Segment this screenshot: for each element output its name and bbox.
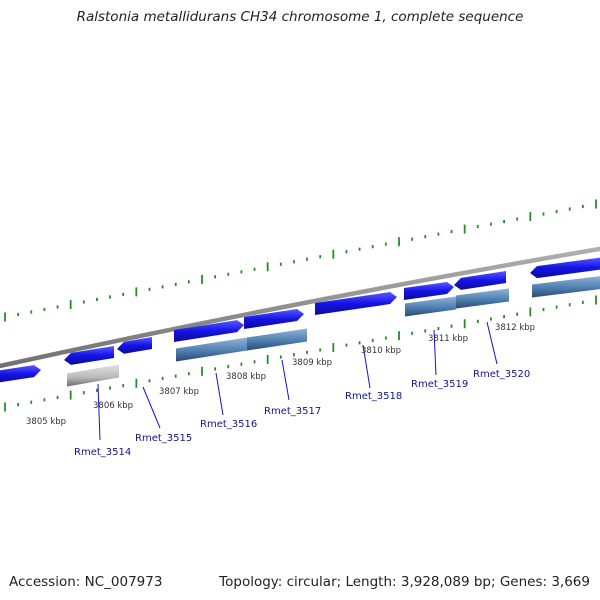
pseudo-bar-rmet-3514[interactable]	[67, 364, 119, 387]
kbp-label: 3805 kbp	[26, 417, 66, 427]
kbp-label: 3808 kbp	[226, 372, 266, 382]
gene-arrow-left[interactable]	[0, 365, 41, 383]
gene-leader-line	[362, 344, 371, 389]
cds-bar-rmet-3519[interactable]	[405, 296, 456, 317]
gene-leader-line	[215, 372, 224, 416]
kbp-label: 3812 kbp	[495, 323, 535, 333]
upper-tick-track	[4, 199, 597, 322]
cds-bar-rmet-3516[interactable]	[176, 337, 247, 362]
gene-label[interactable]: Rmet_3518	[345, 391, 402, 402]
gene-arrow-rmet-3515[interactable]	[117, 337, 152, 354]
accession-label: Accession: NC_007973	[9, 574, 163, 590]
gene-arrow-rmet-3516[interactable]	[174, 320, 244, 342]
gene-label[interactable]: Rmet_3519	[411, 379, 468, 390]
gene-leader-line	[486, 321, 498, 365]
gene-label[interactable]: Rmet_3516	[200, 419, 257, 430]
kbp-labels: 3805 kbp 3806 kbp 3807 kbp 3808 kbp 3809 kbp…	[26, 323, 535, 427]
gene-label[interactable]: Rmet_3520	[473, 369, 530, 380]
gene-arrow-rmet-3517[interactable]	[244, 309, 304, 329]
feature-track	[0, 257, 600, 387]
gene-leader-line	[97, 383, 101, 441]
lower-tick-track	[4, 295, 597, 412]
kbp-label: 3811 kbp	[428, 334, 468, 344]
sequence-summary: Topology: circular; Length: 3,928,089 bp…	[219, 574, 590, 590]
cds-bar-rmet-3517[interactable]	[247, 328, 307, 351]
gene-label[interactable]: Rmet_3514	[74, 447, 131, 458]
gene-leader-line	[433, 329, 437, 376]
kbp-label: 3807 kbp	[159, 387, 199, 397]
gene-label[interactable]: Rmet_3515	[135, 433, 192, 444]
cds-bar-right[interactable]	[532, 276, 600, 298]
kbp-label: 3806 kbp	[93, 401, 133, 411]
gene-arrow-rmet-3514[interactable]	[64, 346, 114, 365]
cds-bar-rmet-3520[interactable]	[456, 288, 509, 309]
gene-leader-line	[281, 359, 290, 401]
gene-arrow-rmet-3520[interactable]	[454, 271, 506, 290]
gene-labels: Rmet_3514 Rmet_3515 Rmet_3516 Rmet_3517 Rmet…	[74, 321, 530, 458]
gene-arrow-rmet-3518[interactable]	[315, 292, 397, 315]
gene-label[interactable]: Rmet_3517	[264, 406, 321, 417]
kbp-label: 3809 kbp	[292, 358, 332, 368]
backbone-track	[0, 246, 600, 369]
map-title: Ralstonia metallidurans CH34 chromosome …	[76, 9, 524, 25]
gene-leader-line	[142, 386, 161, 429]
kbp-label: 3810 kbp	[361, 346, 401, 356]
gene-arrow-rmet-3519[interactable]	[404, 281, 454, 300]
gene-arrow-right[interactable]	[530, 257, 600, 279]
